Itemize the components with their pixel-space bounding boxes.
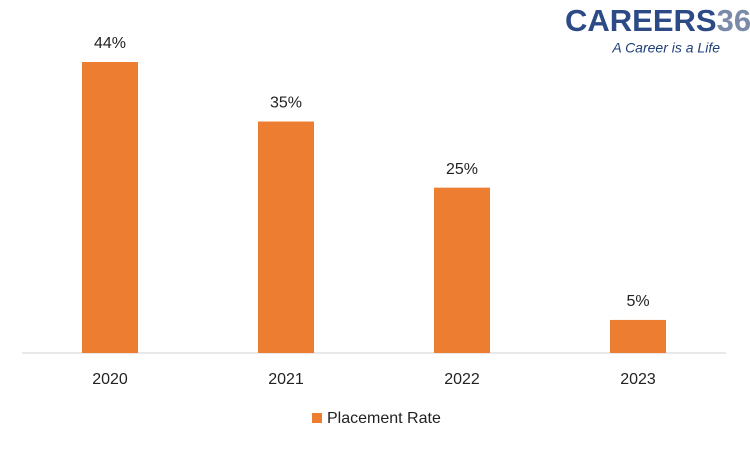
x-tick-label: 2020: [92, 371, 128, 388]
logo-tagline: A Career is a Life: [611, 40, 720, 56]
logo: CAREERS360: [565, 3, 750, 38]
data-label: 35%: [270, 95, 302, 112]
x-tick-label: 2021: [268, 371, 304, 388]
data-label: 5%: [626, 293, 649, 310]
logo-number: 360: [717, 3, 750, 38]
bar: [258, 121, 314, 353]
legend-swatch: [312, 413, 322, 423]
x-tick-label: 2022: [444, 371, 480, 388]
data-label: 44%: [94, 35, 126, 52]
bar: [610, 319, 666, 353]
x-tick-label: 2023: [620, 371, 656, 388]
bar: [434, 187, 490, 353]
data-label: 25%: [446, 161, 478, 178]
legend-label: Placement Rate: [327, 410, 441, 427]
logo-name: CAREERS: [565, 3, 717, 38]
bar: [82, 62, 138, 353]
